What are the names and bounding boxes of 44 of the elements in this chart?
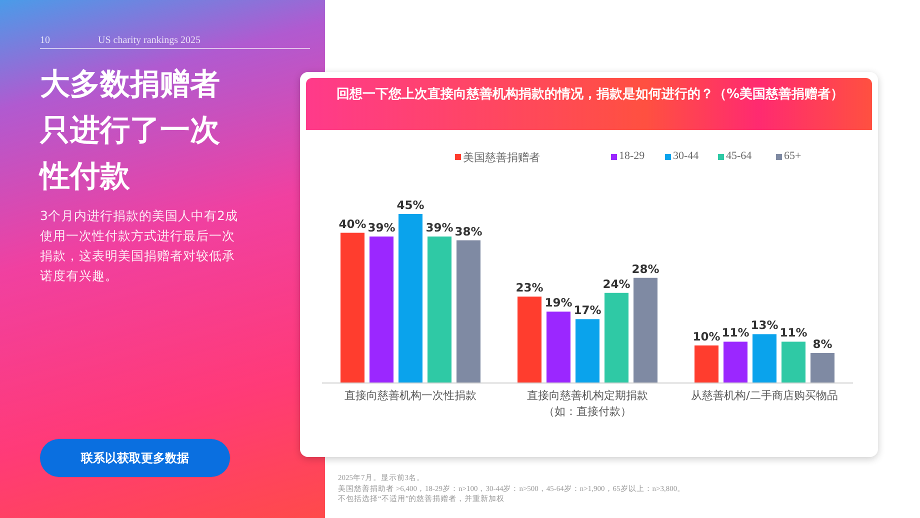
x-tick-label: 从慈善机构/二手商店购买物品 [690,388,839,404]
chart-title: 大多数捐赠者只进行了一次性付款 [40,66,221,196]
data-label: 19% [544,296,573,310]
data-label: 10% [692,329,721,344]
bar [428,236,452,383]
data-label: 28% [632,262,660,276]
text: 3个月内进行捐款的美国人中有2成使用一次性付款方式进行最后一次捐款，这表明美国捐赠者对较低承诺度有兴趣。 [40,207,239,285]
data-label: 11% [722,326,750,340]
data-label: 40% [338,216,367,231]
data-label: 45% [396,198,425,212]
bar [398,214,422,383]
x-tick-label: 直接向慈善机构一次性捐款 [343,388,478,404]
data-label: 13% [750,318,779,332]
bar [752,334,776,383]
bar [546,312,570,383]
bar [370,236,394,383]
bar [456,240,480,383]
button: 联系以获取更多数据 [40,439,230,477]
legend-label: 18-29 [619,150,645,162]
data-label: 38% [454,224,483,238]
x-tick-label: 直接向慈善机构定期捐款（如：直接付款） [526,388,649,420]
text: 10 [40,35,50,46]
data-label: 17% [574,303,602,318]
bar [694,345,718,383]
bar [518,296,542,383]
data-label: 39% [426,220,454,235]
bar [576,319,600,383]
data-label: 23% [516,280,544,295]
bar [782,342,806,383]
data-label: 11% [780,326,808,340]
bar [604,292,628,383]
bar [810,352,834,383]
data-label: 8% [812,336,833,351]
chart-subtitle: 回想一下您上次直接向慈善机构捐款的情况，捐款是如何进行的？（%美国慈善捐赠者） [335,86,845,104]
data-label: 39% [368,220,396,235]
text: US charity rankings 2025 [98,35,200,46]
data-label: 24% [602,276,631,291]
legend-label: 45-64 [726,150,752,162]
bar [340,232,364,383]
legend-label: 美国慈善捐赠者 [463,150,540,165]
legend-label: 30-44 [673,150,699,162]
bar [634,278,658,383]
bar [724,342,748,383]
legend-label: 65+ [784,150,802,162]
